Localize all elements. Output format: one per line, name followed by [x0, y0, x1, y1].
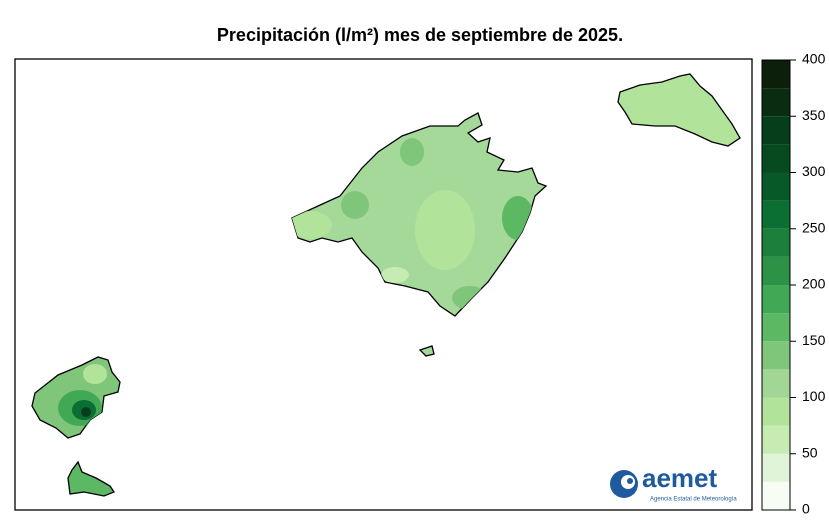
ibiza: [31, 356, 121, 439]
colorbar-bin: [762, 453, 790, 482]
colorbar-tick-label: 300: [802, 163, 826, 179]
colorbar-bin: [762, 172, 790, 201]
colorbar-bin: [762, 341, 790, 370]
formentera: [67, 460, 115, 497]
colorbar-tick-label: 50: [802, 444, 818, 460]
colorbar-bin: [762, 313, 790, 342]
menorca: [617, 73, 741, 147]
colorbar-bin: [762, 481, 790, 510]
colorbar: 0 50 100 150 200 250 300 350 400: [761, 51, 826, 517]
colorbar-tick-label: 250: [802, 219, 826, 235]
colorbar-bin: [762, 88, 790, 117]
map-title: Precipitación (l/m²) mes de septiembre d…: [217, 25, 623, 45]
colorbar-bin: [762, 228, 790, 257]
colorbar-bin: [762, 256, 790, 285]
colorbar-bin: [762, 200, 790, 229]
map-frame: [14, 58, 753, 511]
colorbar-tick-label: 150: [802, 332, 826, 348]
colorbar-bin: [762, 369, 790, 398]
colorbar-bin: [762, 144, 790, 173]
colorbar-bin: [762, 397, 790, 426]
colorbar-bin: [762, 425, 790, 454]
colorbar-tick-label: 100: [802, 388, 826, 404]
logo-subtitle: Agencia Estatal de Meteorología: [650, 497, 737, 503]
colorbar-bin: [762, 116, 790, 145]
colorbar-tick-label: 400: [802, 51, 826, 67]
logo-name: aemet: [642, 463, 717, 493]
colorbar-bin: [762, 285, 790, 314]
colorbar-tick-label: 350: [802, 107, 826, 123]
colorbar-tick-label: 200: [802, 276, 826, 292]
logo: aemet Agencia Estatal de Meteorología: [610, 463, 737, 503]
colorbar-bin: [762, 60, 790, 89]
colorbar-tick-label: 0: [802, 501, 810, 517]
